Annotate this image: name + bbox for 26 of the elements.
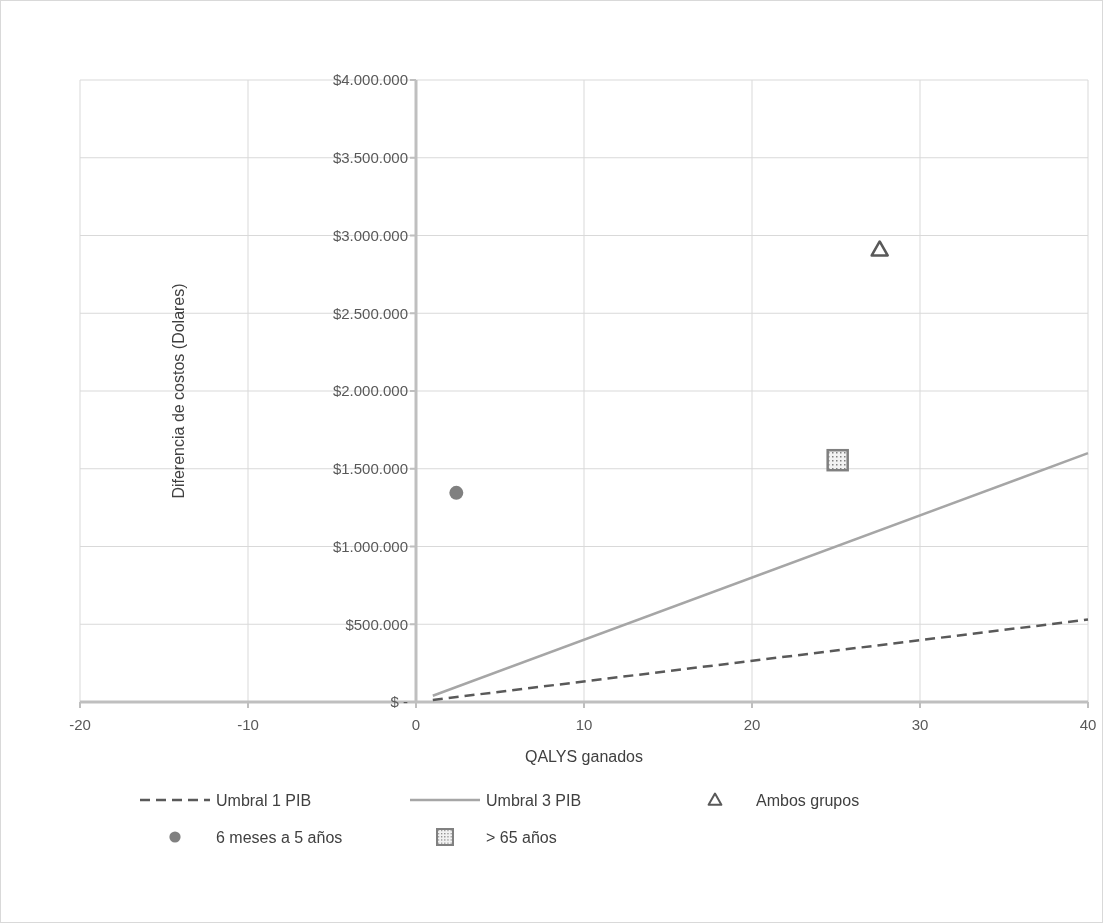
legend-label: Umbral 3 PIB <box>486 791 582 809</box>
x-axis-title: QALYS ganados <box>524 748 644 765</box>
y-tick-label: $ - <box>390 693 408 711</box>
y-tick-label: $2.000.000 <box>332 382 408 400</box>
x-tick-label: 0 <box>411 716 421 733</box>
y-tick-label: $4.000.000 <box>332 71 408 89</box>
y-tick-label: $2.500.000 <box>332 304 408 322</box>
y-axis-title: Diferencia de costos (Dolares) <box>169 283 187 499</box>
point <box>870 240 889 257</box>
x-tick-label: -10 <box>237 716 259 733</box>
legend-label: Umbral 1 PIB <box>216 791 312 809</box>
x-tick-label: 10 <box>575 716 593 733</box>
y-tick-label: $1.000.000 <box>332 537 408 555</box>
point <box>826 448 849 472</box>
point <box>449 485 464 500</box>
legend-label: Ambos grupos <box>756 791 860 809</box>
y-tick-label: $3.500.000 <box>332 149 408 166</box>
x-tick-label: 20 <box>743 716 761 733</box>
y-tick-label: $3.000.000 <box>332 226 408 244</box>
legend-label: 6 meses a 5 años <box>216 828 343 846</box>
y-tick-label: $500.000 <box>345 615 408 633</box>
y-tick-label: $1.500.000 <box>332 460 408 477</box>
x-tick-label: -20 <box>69 716 91 733</box>
x-tick-label: 30 <box>911 716 929 733</box>
legend-label: > 65 años <box>486 828 557 846</box>
x-tick-label: 40 <box>1079 716 1097 733</box>
